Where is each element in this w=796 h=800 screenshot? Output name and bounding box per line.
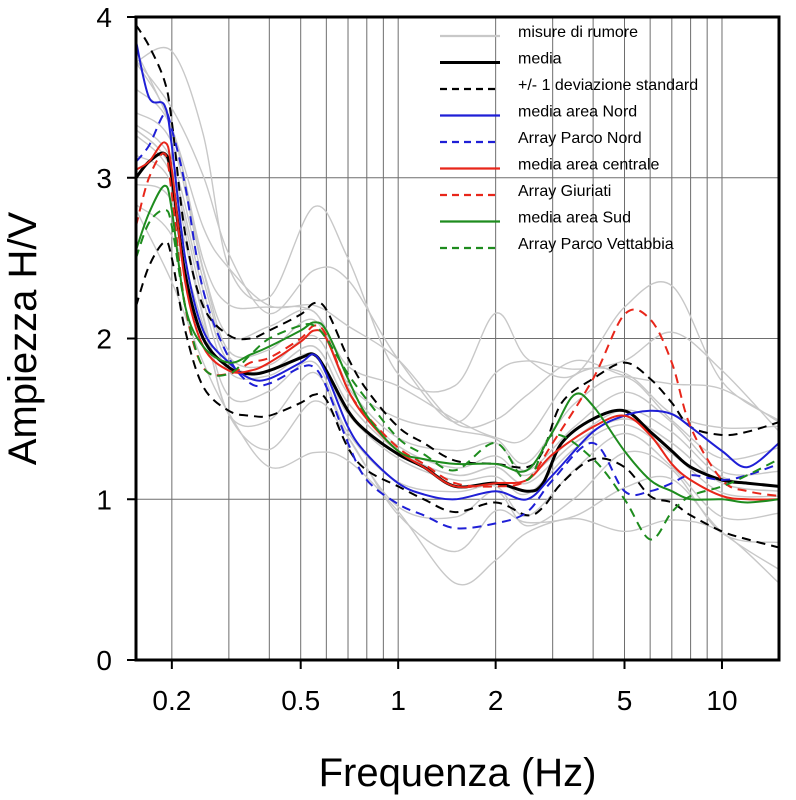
series-line xyxy=(136,184,779,504)
x-tick-label: 1 xyxy=(390,685,406,716)
legend-label: Array Giuriati xyxy=(518,183,611,200)
series-line xyxy=(136,141,779,501)
series-line xyxy=(136,40,779,501)
x-tick-label: 0.5 xyxy=(281,685,320,716)
x-tick-label: 2 xyxy=(488,685,504,716)
noise-curves xyxy=(136,46,779,586)
legend-label: +/- 1 deviazione standard xyxy=(518,77,698,94)
y-tick-label: 1 xyxy=(96,484,112,515)
y-axis-title: Ampiezza H/V xyxy=(1,211,45,465)
y-tick-label: 4 xyxy=(96,2,112,33)
noise-curve xyxy=(136,111,779,476)
series-line xyxy=(136,240,779,549)
y-tick-label: 2 xyxy=(96,324,112,355)
legend-label: Array Parco Vettabbia xyxy=(518,236,674,253)
x-tick-label: 10 xyxy=(706,685,737,716)
noise-curve xyxy=(136,46,779,422)
x-tick-label: 5 xyxy=(617,685,633,716)
legend: misure di rumore media +/- 1 deviazione st… xyxy=(440,24,698,253)
series-lines xyxy=(136,24,779,549)
legend-label: media area Nord xyxy=(518,104,637,121)
series-line xyxy=(136,24,779,469)
noise-curve xyxy=(136,50,779,429)
legend-label: media area centrale xyxy=(518,157,660,174)
y-tick-label: 3 xyxy=(96,163,112,194)
legend-label: media xyxy=(518,51,562,68)
x-tick-label: 0.2 xyxy=(152,685,191,716)
series-line xyxy=(136,152,779,497)
noise-curve xyxy=(136,61,779,444)
series-line xyxy=(136,128,779,492)
noise-curve xyxy=(136,154,779,521)
series-line xyxy=(136,208,779,541)
legend-label: Array Parco Nord xyxy=(518,130,642,147)
noise-curve xyxy=(136,204,779,571)
series-line xyxy=(136,151,779,493)
y-tick-label: 0 xyxy=(96,645,112,676)
noise-curve xyxy=(136,209,779,586)
axis-ticks: 0.2 0.5 1 2 5 10 0 1 2 3 4 xyxy=(96,2,737,716)
x-axis-title: Frequenza (Hz) xyxy=(319,751,597,795)
legend-label: misure di rumore xyxy=(518,24,638,41)
noise-curve xyxy=(136,134,779,498)
noise-curve xyxy=(136,59,779,432)
legend-label: media area Sud xyxy=(518,210,631,227)
noise-curve xyxy=(136,124,779,487)
noise-curve xyxy=(136,88,779,465)
series-line xyxy=(136,111,779,530)
